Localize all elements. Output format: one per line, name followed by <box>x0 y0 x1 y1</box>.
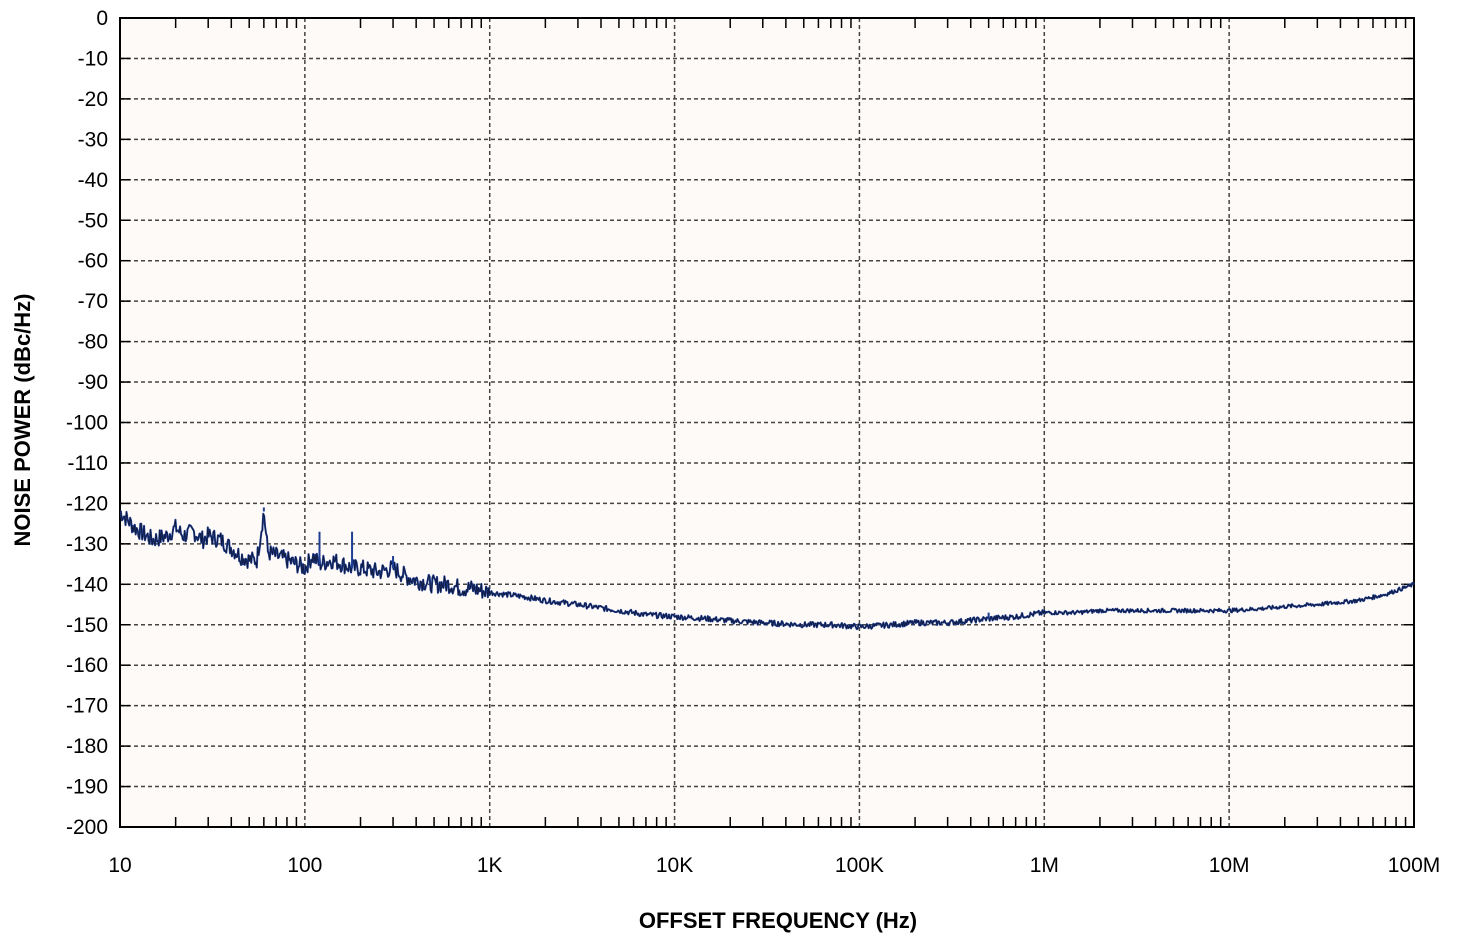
y-tick-label: -190 <box>66 776 108 799</box>
x-axis-title: OFFSET FREQUENCY (Hz) <box>639 908 917 933</box>
x-tick-label: 1K <box>477 854 503 877</box>
x-axis-tick-labels: 10 100 1K 10K 100K 1M 10M 100M <box>108 854 1440 877</box>
y-tick-label: -160 <box>66 654 108 677</box>
y-tick-label: -90 <box>78 371 108 394</box>
x-tick-label: 10 <box>108 854 131 877</box>
x-tick-label: 10K <box>656 854 693 877</box>
y-tick-label: -150 <box>66 614 108 637</box>
y-tick-label: -170 <box>66 695 108 718</box>
y-tick-label: -30 <box>78 128 108 151</box>
y-tick-label: -50 <box>78 209 108 232</box>
y-tick-label: -130 <box>66 533 108 556</box>
y-tick-label: -110 <box>68 452 108 475</box>
minor-ticks <box>120 17 1414 828</box>
y-axis-tick-labels: 0 -10 -20 -30 -40 -50 -60 -70 -80 -90 -100 -110 -120… <box>66 7 108 839</box>
y-tick-label: -180 <box>66 735 108 758</box>
x-tick-label: 100M <box>1388 854 1441 877</box>
y-tick-label: 0 <box>96 7 108 30</box>
y-tick-label: -10 <box>78 47 108 70</box>
y-tick-label: -60 <box>78 250 108 273</box>
y-tick-label: -40 <box>78 169 108 192</box>
noise-trace-line-dark <box>119 511 1415 630</box>
noise-trace <box>119 507 1415 631</box>
y-tick-label: -80 <box>78 331 108 354</box>
y-tick-label: -200 <box>66 816 108 839</box>
y-axis-title: NOISE POWER (dBc/Hz) <box>10 293 35 546</box>
y-tick-label: -70 <box>78 290 108 313</box>
x-tick-label: 10M <box>1209 854 1250 877</box>
y-tick-label: -120 <box>66 492 108 515</box>
y-tick-label: -140 <box>66 573 108 596</box>
x-tick-label: 1M <box>1030 854 1059 877</box>
plot-border <box>119 17 1415 828</box>
x-tick-label: 100K <box>835 854 884 877</box>
x-tick-label: 100 <box>287 854 322 877</box>
y-tick-label: -100 <box>66 412 108 435</box>
y-tick-label: -20 <box>78 88 108 111</box>
